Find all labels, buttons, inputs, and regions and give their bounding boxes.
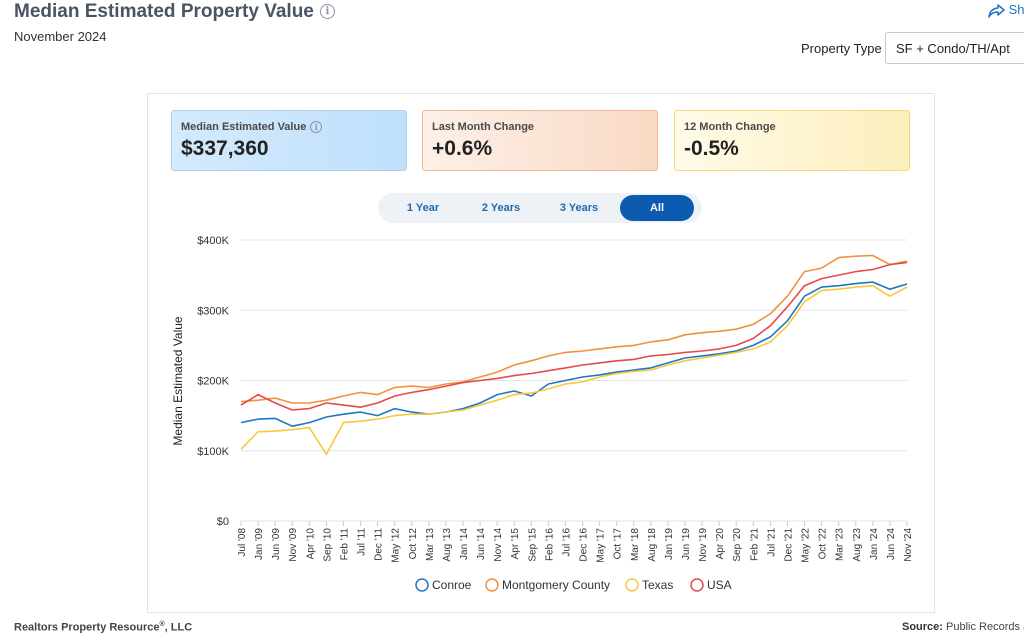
info-icon[interactable]: i [319,4,335,20]
x-tick-label: Nov '19 [698,528,709,562]
x-tick-label: Dec '16 [579,528,590,562]
x-tick-label: Jul '21 [766,528,777,557]
x-tick-label: Feb '16 [544,528,555,561]
x-tick-label: Mar '18 [630,528,641,561]
last-month-change-label: Last Month Change [432,121,535,133]
legend-label: Texas [642,578,673,592]
y-tick-label: $100K [197,446,229,458]
median-value-label: Median Estimated Value [181,121,307,133]
x-tick-label: Apr '15 [510,528,521,560]
x-tick-label: Oct '22 [818,528,829,560]
twelve-month-change-label: 12 Month Change [684,121,776,133]
time-range-tabs: 1 Year 2 Years 3 Years All [378,193,702,223]
legend-item-conroe[interactable]: Conroe [415,578,472,592]
x-tick-label: Jul '16 [561,528,572,557]
x-tick-label: Oct '12 [408,528,419,560]
series-line-usa[interactable] [240,261,908,411]
x-tick-label: Feb '21 [749,528,760,561]
x-tick-label: Dec '21 [783,528,794,562]
legend-marker [415,578,429,592]
x-tick-label: Jun '14 [476,528,487,560]
twelve-month-change-value: -0.5% [684,137,739,160]
y-tick-label: $200K [197,376,229,388]
page-title-text: Median Estimated Property Value [14,1,314,22]
x-tick-label: Sep '20 [732,528,743,562]
legend-item-usa[interactable]: USA [690,578,732,592]
x-tick-label: Nov '24 [903,528,914,562]
x-tick-label: May '17 [596,528,607,563]
x-tick-label: May '22 [801,528,812,563]
footer-company-suffix: , LLC [164,621,193,634]
x-tick-label: Jul '11 [357,528,368,556]
source-label: Source: [902,621,943,633]
x-tick-label: Jun '09 [271,528,282,560]
tab-all[interactable]: All [620,195,694,221]
x-tick-label: May '12 [391,528,402,563]
series-line-texas[interactable] [240,284,908,456]
x-tick-label: Mar '23 [835,528,846,561]
source-text: Public Records and [946,621,1024,633]
x-tick-label: Jan '19 [664,528,675,560]
property-type-select[interactable]: SF + Condo/TH/Apt [885,32,1024,64]
y-tick-label: $300K [197,305,229,317]
footer-source: Source: Public Records and [902,621,1024,633]
tab-2-years[interactable]: 2 Years [481,202,521,214]
legend-marker [690,578,704,592]
footer-company: Realtors Property Resource [14,621,160,634]
report-date: November 2024 [14,29,107,44]
legend-marker [485,578,499,592]
x-tick-label: Aug '13 [442,528,453,562]
legend-item-texas[interactable]: Texas [625,578,673,592]
x-tick-label: Mar '13 [425,528,436,561]
property-type-label: Property Type [801,41,882,56]
x-tick-label: Jun '24 [886,528,897,560]
x-tick-label: Aug '18 [647,528,658,562]
legend-marker [625,578,639,592]
x-tick-label: Jan '14 [459,528,470,560]
x-tick-label: Sep '10 [322,528,333,562]
legend-item-montgomery-county[interactable]: Montgomery County [485,578,610,592]
x-tick-label: Dec '11 [374,528,385,561]
legend-label: USA [707,578,732,592]
x-tick-label: Apr '10 [305,528,316,560]
registered-mark: ® [159,621,165,628]
legend-label: Montgomery County [502,578,610,592]
x-tick-label: Jan '09 [254,528,265,560]
info-icon[interactable]: i [310,121,323,134]
median-value: $337,360 [181,137,269,161]
y-tick-label: $0 [217,516,229,528]
y-tick-label: $400K [197,235,229,247]
share-icon [988,3,1005,18]
x-tick-label: Apr '20 [715,528,726,560]
chart-panel [147,93,935,613]
page-title: Median Estimated Property Value i [14,1,335,23]
tab-3-years[interactable]: 3 Years [559,202,599,214]
tab-1-year[interactable]: 1 Year [406,202,440,214]
share-label: Share [1008,2,1024,17]
x-tick-label: Oct '17 [613,528,624,560]
x-tick-label: Jan '24 [869,528,880,560]
twelve-month-change-card: 12 Month Change -0.5% [674,110,910,171]
share-button[interactable]: Share [988,2,1024,18]
last-month-change-value: +0.6% [432,137,493,160]
series-line-montgomery-county[interactable] [240,254,908,404]
last-month-change-card: Last Month Change +0.6% [422,110,658,171]
x-tick-label: Nov '09 [288,528,299,562]
legend-label: Conroe [432,578,472,592]
series-line-conroe[interactable] [240,281,908,427]
x-tick-label: Jul '08 [237,528,248,557]
x-tick-label: Nov '14 [493,528,504,562]
footer-copyright: Realtors Property Resource®, LLC [14,621,192,634]
x-tick-label: Feb '11 [339,528,350,561]
x-tick-label: Sep '15 [527,528,538,562]
median-value-card: Median Estimated Value i $337,360 [171,110,407,171]
x-tick-label: Aug '23 [852,528,863,562]
x-tick-label: Jun '19 [681,528,692,560]
y-axis-label: Median Estimated Value [171,316,185,446]
